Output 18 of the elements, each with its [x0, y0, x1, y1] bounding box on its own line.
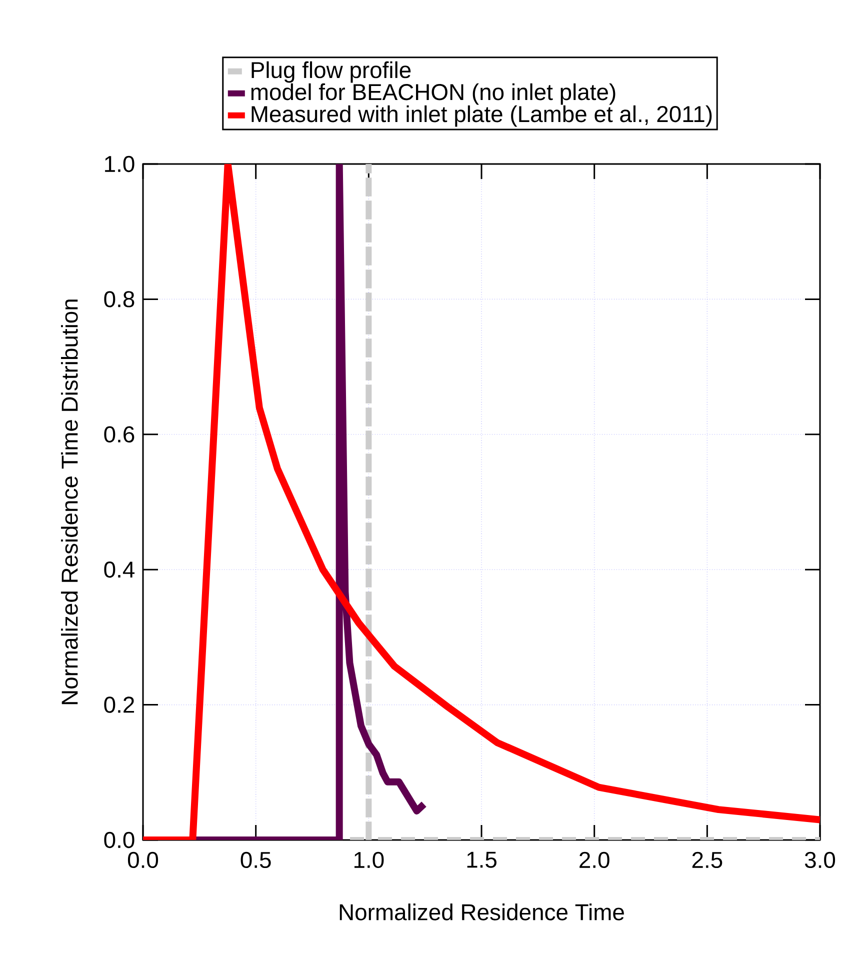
x-tick-label: 2.0 — [580, 852, 610, 868]
y-tick-label: 0.0 — [104, 832, 134, 848]
y-tick-label: 0.2 — [104, 696, 134, 713]
y-tick-label: 0.4 — [104, 561, 134, 578]
x-tick-label: 0.5 — [240, 852, 271, 868]
x-tick-label: 0.0 — [128, 852, 158, 868]
x-tick-label: 1.5 — [467, 852, 496, 868]
x-tick-label: 2.5 — [692, 852, 722, 868]
legend-label: model for BEACHON (no inlet plate) — [251, 83, 616, 105]
y-tick-label: 0.8 — [104, 291, 134, 308]
legend-label: Plug flow profile — [252, 61, 411, 83]
x-tick-label: 1.0 — [354, 852, 384, 868]
y-tick-label: 0.6 — [104, 426, 134, 442]
x-tick-label: 3.0 — [804, 852, 836, 868]
x-axis-title: Normalized Residence Time — [340, 904, 624, 920]
y-axis-title: Normalized Residence Time Distribution — [61, 300, 78, 704]
legend-label: Measured with inlet plate (Lambe et al., 2011) — [252, 105, 712, 127]
y-tick-label: 1.0 — [105, 156, 134, 172]
